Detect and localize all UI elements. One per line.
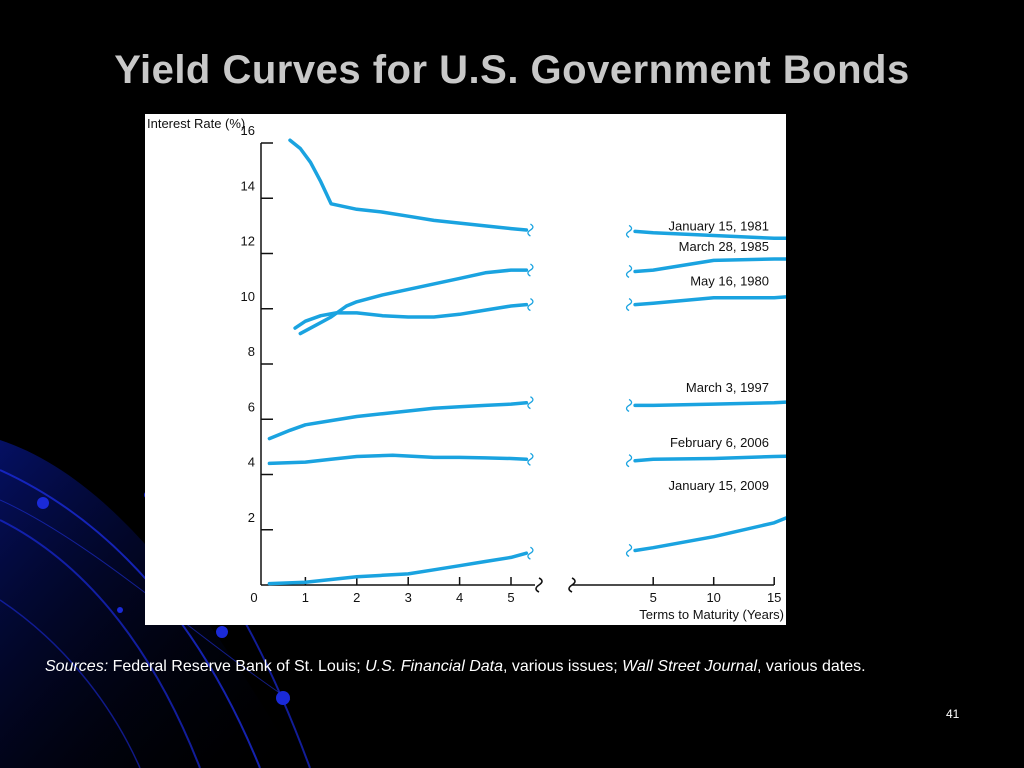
x-tick-label: 5 <box>507 590 514 605</box>
curve-label-march-28-1985: March 28, 1985 <box>679 239 769 254</box>
x-axis-label: Terms to Maturity (Years) <box>639 607 784 622</box>
curve-break-mark <box>625 543 633 558</box>
curve-january-15-2009-long <box>633 516 786 553</box>
curve-break-mark <box>527 546 534 560</box>
sources-label: Sources: <box>45 658 109 675</box>
curve-break-mark <box>625 224 633 238</box>
curve-label-february-6-2006: February 6, 2006 <box>670 435 769 450</box>
y-tick-label: 16 <box>241 123 255 138</box>
curve-may-16-1980-long <box>633 295 786 307</box>
curve-break-mark <box>527 298 534 312</box>
x-tick-label: 3 <box>405 590 412 605</box>
x-tick-label: 0 <box>250 590 257 605</box>
y-tick-label: 12 <box>241 234 255 249</box>
y-tick-label: 8 <box>248 344 255 359</box>
y-tick-label: 14 <box>241 178 255 193</box>
curve-february-6-2006-long <box>633 454 786 463</box>
yield-curve-chart: Interest Rate (%) Terms to Maturity (Yea… <box>147 116 786 622</box>
y-axis-label: Interest Rate (%) <box>147 116 245 131</box>
curves <box>267 138 786 586</box>
curve-break-mark <box>527 263 534 277</box>
curve-break-mark <box>625 264 633 279</box>
sources-note: Sources: Federal Reserve Bank of St. Lou… <box>45 655 985 679</box>
curve-label-march-3-1997: March 3, 1997 <box>686 380 769 395</box>
sources-text-2: , various issues; <box>503 658 623 675</box>
curve-label-january-15-1981: January 15, 1981 <box>669 218 769 233</box>
axis-break-mark <box>568 577 576 593</box>
x-tick-label: 15 <box>767 590 781 605</box>
x-tick-label: 4 <box>456 590 463 605</box>
curve-may-16-1980-short <box>293 302 529 330</box>
x-tick-label: 1 <box>302 590 309 605</box>
curve-january-15-1981-short <box>288 138 529 232</box>
curve-break-mark <box>527 223 534 237</box>
x-tick-label: 10 <box>706 590 720 605</box>
y-tick-label: 4 <box>248 455 255 470</box>
curve-january-15-1981-long <box>633 229 786 241</box>
sources-italic-1: U.S. Financial Data <box>365 658 503 675</box>
sources-italic-2: Wall Street Journal <box>622 658 758 675</box>
y-tick-label: 2 <box>248 510 255 525</box>
curve-break-mark <box>625 454 633 468</box>
curve-february-6-2006-short <box>267 453 529 466</box>
curve-march-3-1997-long <box>633 400 786 408</box>
sources-text-3: , various dates. <box>757 658 866 675</box>
curve-break-mark <box>527 396 534 410</box>
x-tick-label: 2 <box>353 590 360 605</box>
curve-labels: January 15, 1981 March 28, 1985 May 16, 19… <box>669 218 769 493</box>
curve-label-january-15-2009: January 15, 2009 <box>669 478 769 493</box>
curve-break-mark <box>527 452 534 466</box>
curve-january-15-2009-short <box>267 551 529 586</box>
y-tick-label: 6 <box>248 399 255 414</box>
curve-march-28-1985-long <box>633 257 786 274</box>
sources-text-1: Federal Reserve Bank of St. Louis; <box>108 658 366 675</box>
y-tick-label: 10 <box>241 289 255 304</box>
curve-march-3-1997-short <box>267 400 529 441</box>
axis-break-mark <box>535 577 543 593</box>
x-tick-label: 5 <box>650 590 657 605</box>
curve-break-mark <box>625 298 633 312</box>
curve-break-mark <box>625 398 633 412</box>
axes: 2468101214160123455101520 <box>241 123 782 605</box>
page-number: 41 <box>946 707 960 721</box>
curve-march-28-1985-short <box>298 268 529 336</box>
slide-title: Yield Curves for U.S. Government Bonds <box>114 48 910 92</box>
chart-panel: Interest Rate (%) Terms to Maturity (Yea… <box>145 114 786 625</box>
curve-label-may-16-1980: May 16, 1980 <box>690 274 769 289</box>
